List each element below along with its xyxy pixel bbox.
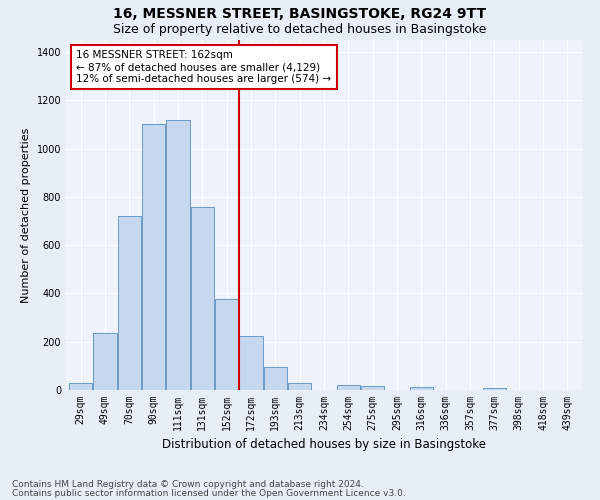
Bar bbox=[337, 385, 360, 390]
Text: 16 MESSNER STREET: 162sqm
← 87% of detached houses are smaller (4,129)
12% of se: 16 MESSNER STREET: 162sqm ← 87% of detac… bbox=[76, 50, 331, 84]
Text: 16, MESSNER STREET, BASINGSTOKE, RG24 9TT: 16, MESSNER STREET, BASINGSTOKE, RG24 9T… bbox=[113, 8, 487, 22]
Bar bbox=[166, 120, 190, 390]
Text: Contains public sector information licensed under the Open Government Licence v3: Contains public sector information licen… bbox=[12, 488, 406, 498]
Bar bbox=[264, 367, 287, 390]
Bar bbox=[483, 388, 506, 390]
Bar bbox=[94, 334, 116, 390]
Bar bbox=[410, 386, 433, 390]
Text: Contains HM Land Registry data © Crown copyright and database right 2024.: Contains HM Land Registry data © Crown c… bbox=[12, 480, 364, 489]
X-axis label: Distribution of detached houses by size in Basingstoke: Distribution of detached houses by size … bbox=[162, 438, 486, 452]
Text: Size of property relative to detached houses in Basingstoke: Size of property relative to detached ho… bbox=[113, 22, 487, 36]
Bar bbox=[288, 384, 311, 390]
Bar bbox=[239, 336, 263, 390]
Bar bbox=[142, 124, 165, 390]
Bar bbox=[191, 206, 214, 390]
Y-axis label: Number of detached properties: Number of detached properties bbox=[21, 128, 31, 302]
Bar bbox=[69, 383, 92, 390]
Bar bbox=[361, 386, 384, 390]
Bar bbox=[215, 300, 238, 390]
Bar bbox=[118, 216, 141, 390]
